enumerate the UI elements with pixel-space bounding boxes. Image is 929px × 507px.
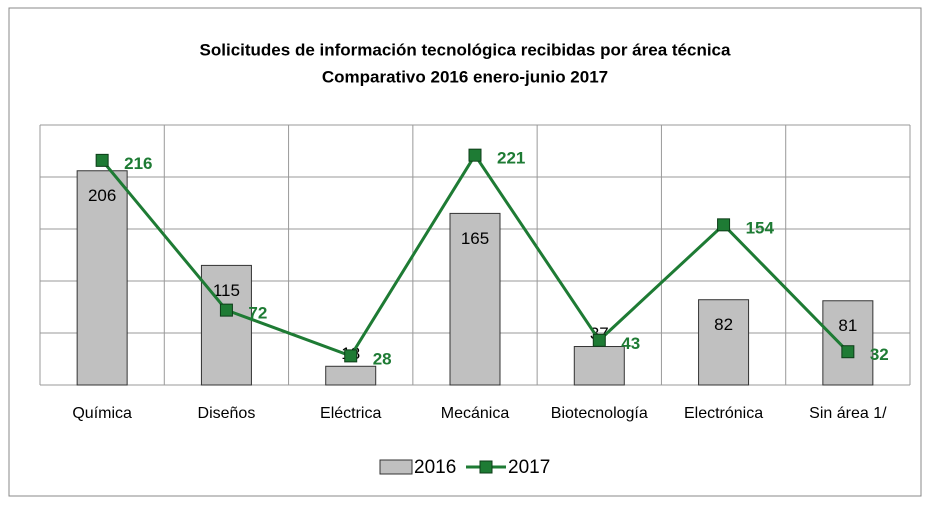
chart-title: Solicitudes de información tecnológica r… [200,40,731,59]
bar-value-label: 115 [213,281,240,300]
line-marker [344,349,358,363]
line-value-label: 216 [124,154,152,173]
bar [698,299,750,386]
x-tick-label: Mecánica [441,405,510,422]
bar [573,346,625,386]
chart-subtitle: Comparativo 2016 enero-junio 2017 [322,67,608,86]
bar-value-label: 81 [838,316,857,335]
bar-value-label: 206 [88,186,116,205]
line-marker [95,153,109,167]
x-tick-label: Electrónica [684,405,763,422]
line-value-label: 28 [373,349,392,368]
line-marker [592,333,606,347]
legend-swatch [379,459,413,475]
bar [449,212,501,386]
bar-value-label: 165 [461,229,489,248]
bar [325,365,377,386]
x-tick-label: Biotecnología [551,405,648,422]
line-marker [468,148,482,162]
bar [200,264,252,386]
legend-label: 2017 [508,457,550,478]
line-value-label: 32 [870,345,889,364]
line-value-label: 154 [746,218,775,237]
legend-label: 2016 [414,457,456,478]
line-value-label: 72 [248,304,267,323]
line-marker [717,218,731,232]
bar-value-label: 82 [714,315,733,334]
x-tick-label: Eléctrica [320,405,381,422]
x-tick-label: Sin área 1/ [809,405,887,422]
bar [822,300,874,386]
line-marker [841,345,855,359]
line-value-label: 221 [497,149,525,168]
legend-marker [479,460,493,474]
line-value-label: 43 [621,334,640,353]
x-tick-label: Química [72,405,132,422]
line-marker [219,303,233,317]
x-tick-label: Diseños [198,405,256,422]
bar [76,170,128,386]
